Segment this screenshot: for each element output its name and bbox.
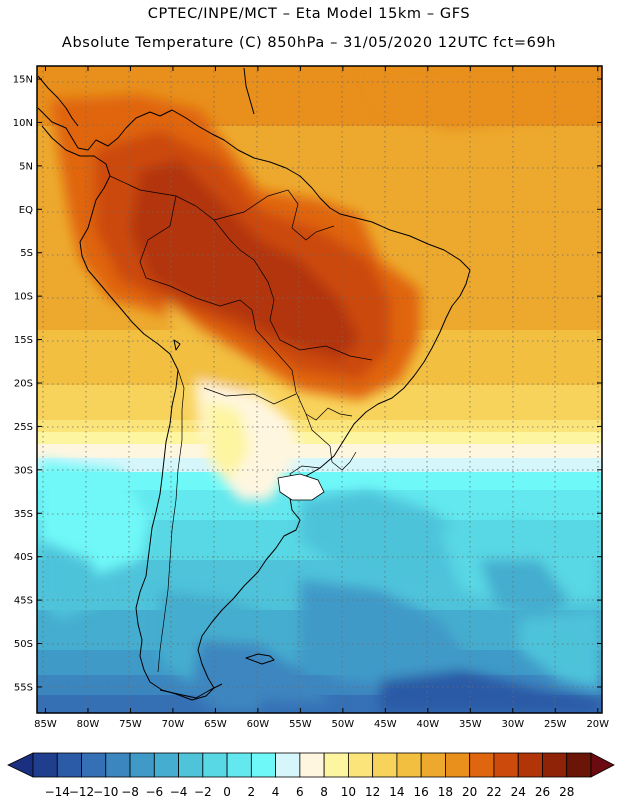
colorbar-swatch [420, 752, 446, 778]
colorbar-label: 0 [223, 785, 231, 799]
colorbar-label: 4 [272, 785, 280, 799]
colorbar-swatch [178, 752, 204, 778]
graticule [37, 66, 602, 713]
lat-label-10n: 10N [13, 118, 33, 129]
colorbar-swatch [275, 752, 301, 778]
colorbar-swatch [153, 752, 179, 778]
lat-label-55s: 55S [14, 682, 33, 693]
colorbar-swatch [299, 752, 325, 778]
lon-label-45w: 45W [374, 719, 397, 730]
lon-label-35w: 35W [459, 719, 482, 730]
lat-label-25s: 25S [14, 422, 33, 433]
colorbar-swatch [226, 752, 252, 778]
lat-label-20s: 20S [14, 378, 33, 389]
lon-label-80w: 80W [77, 719, 100, 730]
lon-label-75w: 75W [119, 719, 142, 730]
colorbar-swatch [493, 752, 519, 778]
colorbar-swatch [517, 752, 543, 778]
map-title-line-2: Absolute Temperature (C) 850hPa – 31/05/… [61, 35, 557, 51]
colorbar-swatch [566, 752, 592, 778]
colorbar-label: 8 [320, 785, 328, 799]
colorbar-swatch [105, 752, 131, 778]
lat-label-45s: 45S [14, 596, 33, 607]
lat-label-10s: 10S [14, 292, 33, 303]
colorbar-swatch [56, 752, 82, 778]
lon-label-55w: 55W [289, 719, 312, 730]
colorbar-label: 22 [486, 785, 501, 799]
colorbar-label: −6 [145, 785, 163, 799]
colorbar-swatch [372, 752, 398, 778]
lat-label-30s: 30S [14, 465, 33, 476]
colorbar-label: 24 [511, 785, 526, 799]
tierra-del-fuego [159, 683, 223, 699]
temperature-field [37, 66, 602, 713]
map-title-line-1: CPTEC/INPE/MCT – Eta Model 15km – GFS [147, 6, 471, 22]
colorbar-label: 10 [341, 785, 356, 799]
colorbar-label: 28 [559, 785, 574, 799]
colorbar-swatch [542, 752, 568, 778]
lat-label-15s: 15S [14, 335, 33, 346]
lon-label-40w: 40W [417, 719, 440, 730]
colorbar-label: −8 [121, 785, 139, 799]
lon-label-25w: 25W [544, 719, 567, 730]
south-america-coastline [37, 107, 471, 701]
caribbean-coast [243, 67, 255, 115]
lon-label-70w: 70W [162, 719, 185, 730]
colorbar-label: 16 [414, 785, 429, 799]
colorbar-low-cap [7, 752, 34, 778]
lon-label-50w: 50W [332, 719, 355, 730]
lat-label-40s: 40S [14, 552, 33, 563]
colorbar-label: −14 [45, 785, 70, 799]
axis-ticks [37, 66, 602, 713]
lat-label-eq: EQ [19, 205, 33, 216]
colorbar-label: 2 [248, 785, 256, 799]
colorbar-swatch [445, 752, 471, 778]
colorbar-swatch [32, 752, 58, 778]
lat-label-50s: 50S [14, 639, 33, 650]
colorbar-swatch [396, 752, 422, 778]
uruguay-region [277, 473, 325, 501]
longitude-labels: 85W 80W 75W 70W 65W 60W 55W 50W 45W 40W 35W 30W 25W 2… [34, 719, 609, 730]
latitude-labels: 15N 10N 5N EQ 5S 10S 15S 20S 25S 30S 35S 40S 45S 50S 5… [13, 75, 33, 694]
colorbar-label: 26 [535, 785, 550, 799]
lon-label-20w: 20W [586, 719, 609, 730]
lon-label-65w: 65W [204, 719, 227, 730]
colorbar-swatch [81, 752, 107, 778]
lon-label-30w: 30W [501, 719, 524, 730]
colorbar: −14−12−10 −8 −6 −4 −2 0 2 4 6 8 10 12 14 16 18 20 22 24 26… [7, 752, 615, 799]
colorbar-swatch [129, 752, 155, 778]
colorbar-swatch [202, 752, 228, 778]
colorbar-label: −2 [194, 785, 212, 799]
colorbar-swatch [250, 752, 277, 778]
lat-label-5n: 5N [19, 161, 33, 172]
colorbar-label: 12 [365, 785, 380, 799]
colorbar-label: −10 [93, 785, 118, 799]
colorbar-label: −12 [69, 785, 94, 799]
lon-label-85w: 85W [34, 719, 57, 730]
lon-label-60w: 60W [247, 719, 270, 730]
colorbar-high-cap [590, 752, 615, 778]
central-america-coast [37, 75, 79, 127]
lat-label-5s: 5S [20, 248, 33, 259]
map-frame [36, 65, 603, 714]
colorbar-swatch [347, 752, 374, 778]
colorbar-label: 14 [389, 785, 404, 799]
continent-outline [37, 67, 471, 701]
lake-titicaca [173, 339, 181, 351]
colorbar-label: 18 [438, 785, 453, 799]
lat-label-35s: 35S [14, 509, 33, 520]
colorbar-label: 20 [462, 785, 477, 799]
colorbar-label: 6 [296, 785, 304, 799]
colorbar-swatch [323, 752, 349, 778]
colorbar-swatch [469, 752, 495, 778]
colorbar-label: −4 [170, 785, 188, 799]
lat-label-15n: 15N [13, 75, 33, 86]
falkland-islands [245, 653, 275, 665]
